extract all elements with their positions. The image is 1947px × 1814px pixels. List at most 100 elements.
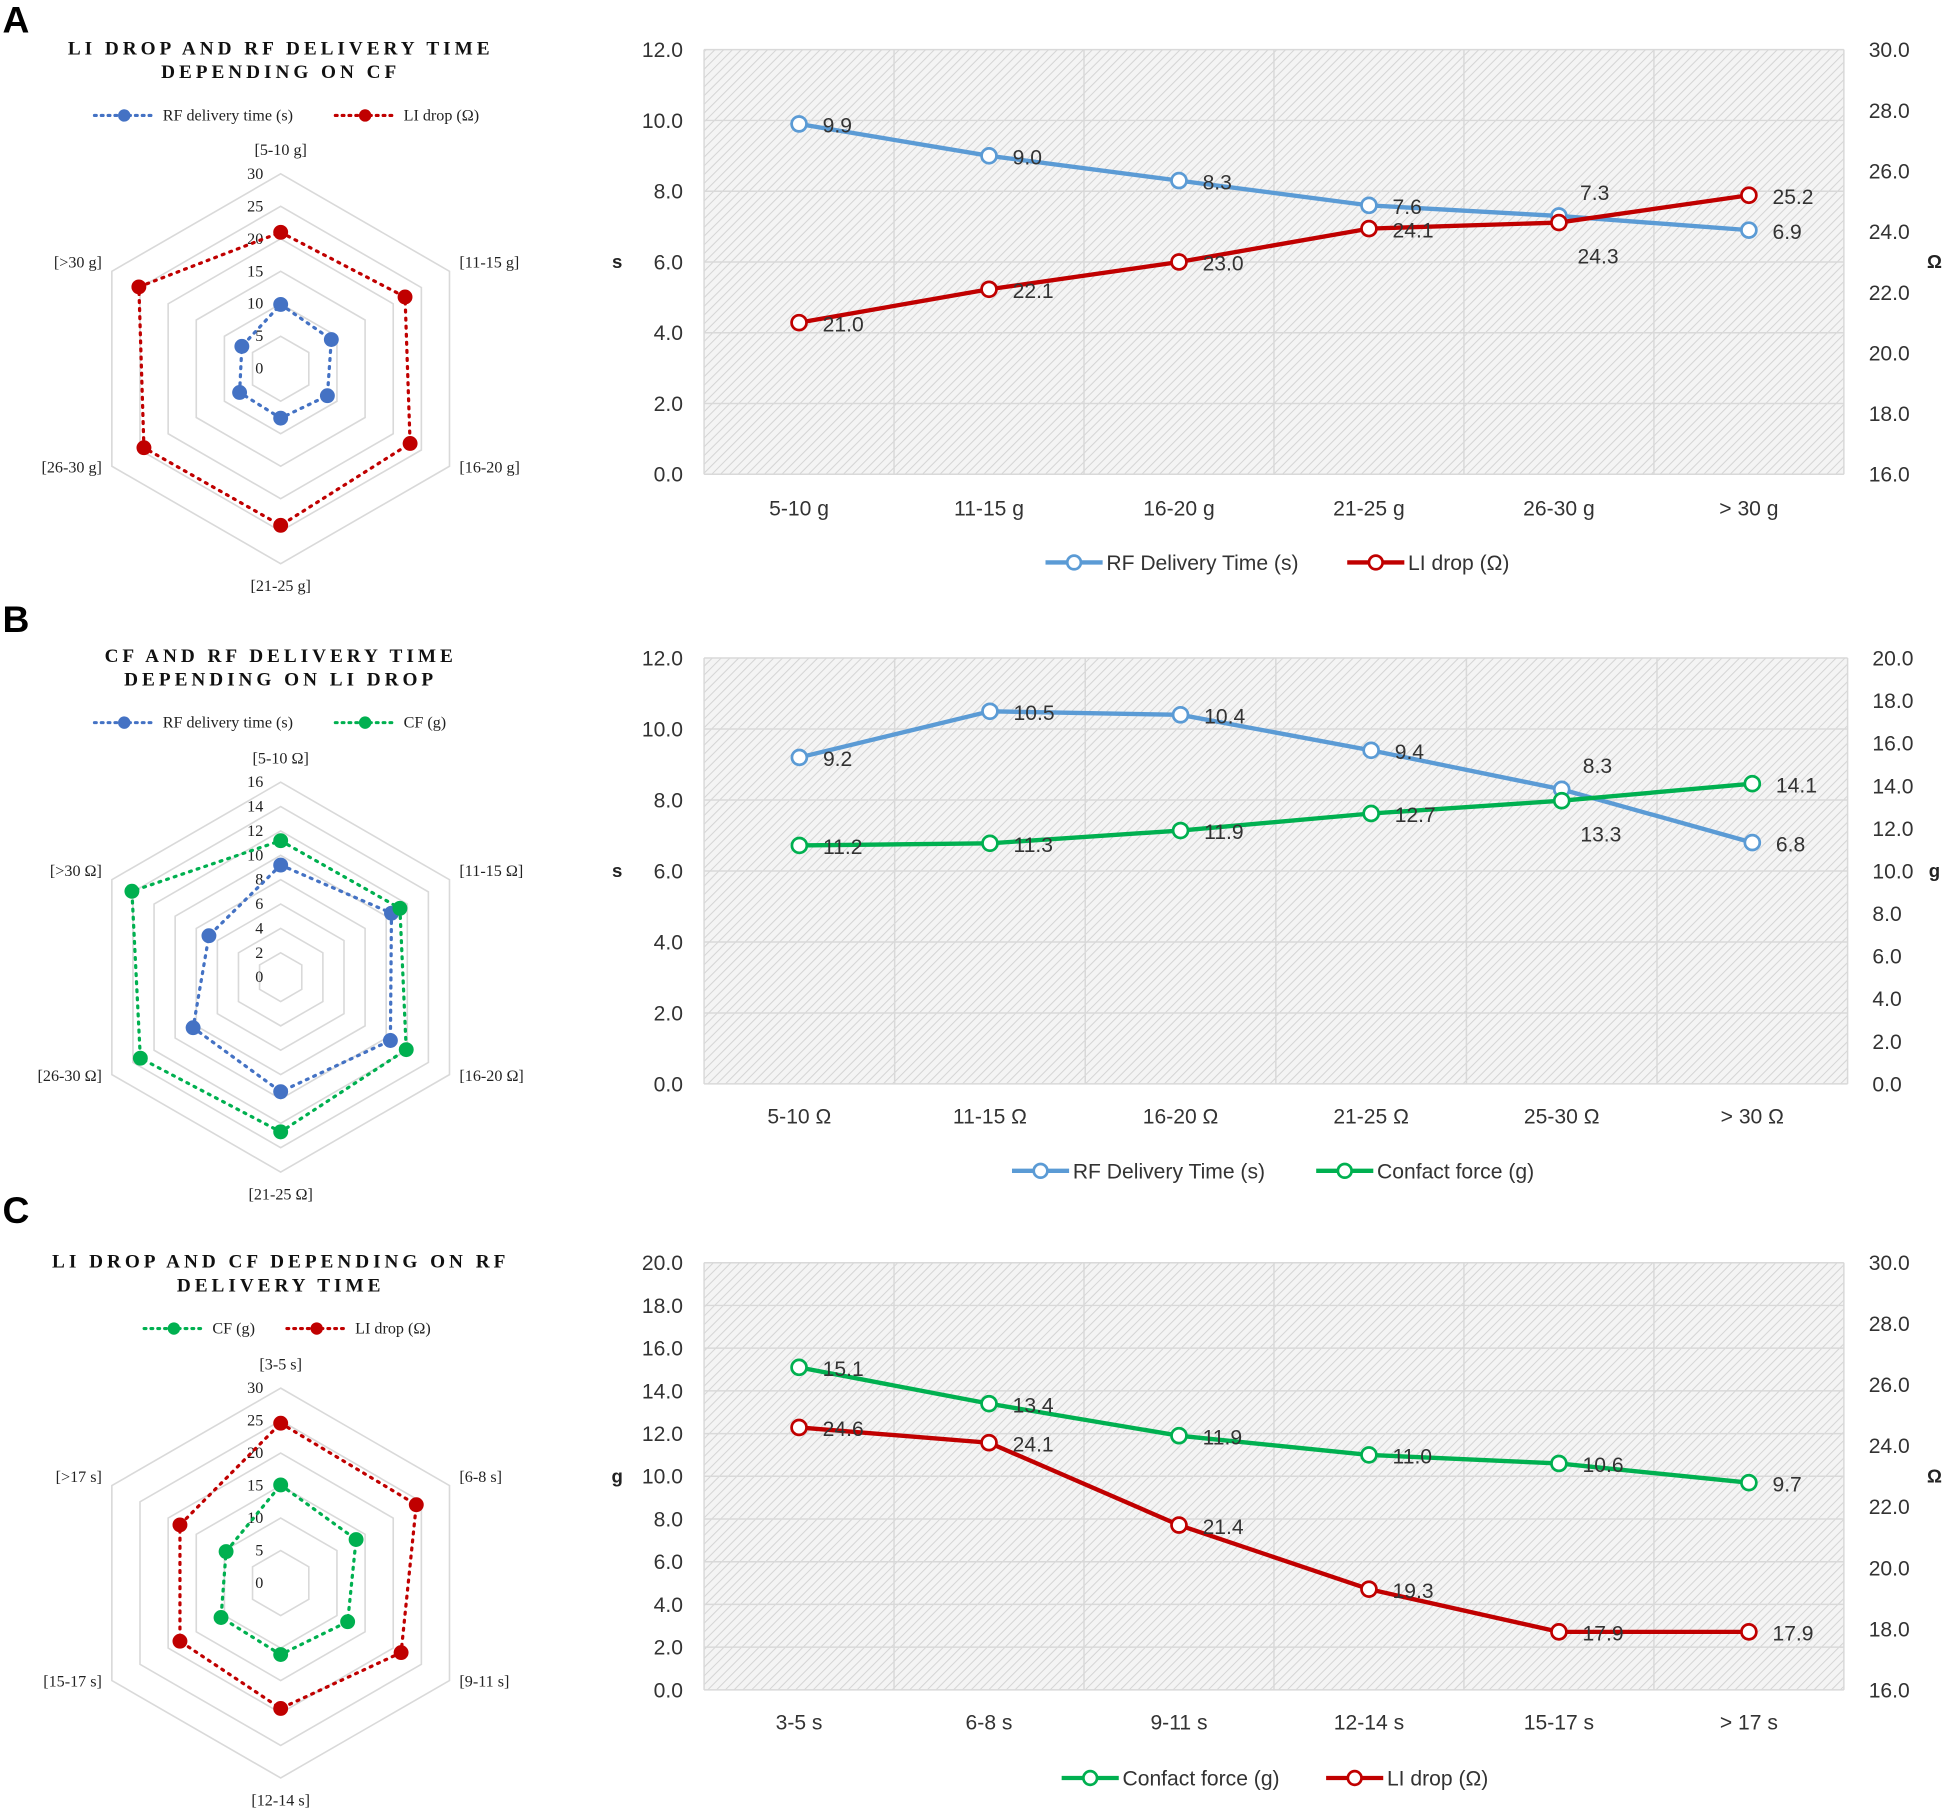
radar-tick-label: 10 — [247, 1510, 263, 1527]
legend-item[interactable]: RF Delivery Time (s) — [1045, 552, 1299, 575]
radar-tick-label: 15 — [247, 1478, 263, 1495]
series-line — [798, 193, 1750, 325]
radar-tick-label: 5 — [255, 1543, 263, 1560]
radar-gridline — [195, 878, 366, 1076]
series-line — [798, 1425, 1749, 1635]
radar-category-label: [6-8 s] — [459, 1469, 502, 1486]
legend-item: RF delivery time (s) — [92, 107, 293, 124]
data-label: 23.0 — [1203, 253, 1244, 276]
radar-point — [273, 833, 289, 849]
data-point — [790, 115, 808, 133]
radar-tick-label: 25 — [247, 1413, 263, 1430]
line-series-2: 21.0 22.1 23.0 24.1 24.3 25.2 — [790, 186, 1814, 336]
left-axis-tick-label: 4.0 — [654, 322, 683, 345]
right-axis-label: g — [1929, 860, 1940, 881]
data-label: 22.1 — [1013, 280, 1054, 303]
legend-marker — [1032, 1162, 1049, 1180]
left-axis-tick-label: 2.0 — [654, 393, 683, 416]
x-axis-tick-label: 21-25 Ω — [1333, 1106, 1409, 1129]
radar-point — [382, 1033, 398, 1048]
right-axis-tick-label: 28.0 — [1869, 100, 1910, 123]
data-label: 11.2 — [823, 836, 863, 859]
radar-series-2 — [172, 1415, 424, 1716]
data-point — [1170, 171, 1188, 190]
data-point — [981, 834, 999, 853]
legend-item[interactable]: LI drop (Ω) — [1347, 552, 1509, 575]
data-label: 9.4 — [1395, 741, 1425, 764]
radar-point — [136, 440, 152, 456]
radar-category-label: [3-5 s] — [259, 1357, 302, 1374]
radar-point — [273, 1084, 289, 1100]
data-point — [1740, 1473, 1758, 1492]
radar-point — [402, 436, 418, 451]
data-label: 17.9 — [1772, 1623, 1813, 1646]
radar-gridline — [251, 1549, 310, 1617]
legend-label: CF (g) — [404, 715, 447, 732]
x-axis-tick-label: 16-20 g — [1143, 497, 1215, 520]
data-point — [1552, 791, 1571, 810]
legend-item[interactable]: Confact force (g) — [1316, 1160, 1534, 1183]
right-axis-tick-label: 22.0 — [1869, 1496, 1910, 1519]
legend-item[interactable]: RF Delivery Time (s) — [1011, 1160, 1265, 1183]
data-point — [1362, 804, 1380, 823]
radar-gridline — [139, 205, 423, 533]
radar-point — [273, 1415, 289, 1431]
line-series-1: 9.2 10.5 10.4 9.4 8.3 6.8 — [790, 702, 1805, 856]
radar-tick-label: 20 — [247, 1445, 263, 1462]
right-axis-tick-label: 30.0 — [1869, 1252, 1910, 1275]
data-label: 8.3 — [1583, 755, 1612, 778]
right-axis-tick-label: 2.0 — [1872, 1031, 1901, 1054]
radar-category-label: [>17 s] — [56, 1469, 102, 1486]
radar-point — [273, 1477, 289, 1493]
radar-gridline — [111, 781, 451, 1174]
series-line — [798, 1365, 1750, 1485]
data-point — [1550, 213, 1568, 232]
radar-series-line — [237, 302, 333, 420]
radar-category-label: [11-15 g] — [459, 255, 519, 272]
data-label: 10.6 — [1583, 1454, 1624, 1477]
data-label: 9.2 — [823, 748, 852, 771]
radar-point — [234, 338, 250, 354]
left-axis-tick-label: 8.0 — [654, 789, 683, 812]
left-axis-tick-label: 0.0 — [654, 464, 683, 487]
x-axis-tick-label: 3-5 s — [776, 1712, 823, 1735]
radar-tick-label: 0 — [255, 361, 263, 378]
legend-label: LI drop (Ω) — [1387, 1767, 1488, 1790]
left-axis-tick-label: 8.0 — [654, 1508, 683, 1531]
left-axis-label: g — [611, 1465, 622, 1486]
x-axis-tick-label: > 17 s — [1720, 1712, 1778, 1735]
data-point — [790, 836, 809, 855]
radar-category-label: [21-25 g] — [250, 578, 310, 595]
radar-tick-label: 6 — [255, 896, 263, 913]
legend-item: RF delivery time (s) — [92, 715, 293, 732]
data-point — [1170, 1516, 1188, 1534]
legend-marker — [1346, 1769, 1363, 1787]
radar-gridline — [174, 854, 387, 1100]
legend-item[interactable]: Confact force (g) — [1061, 1767, 1280, 1790]
radar-category-label: [9-11 s] — [459, 1674, 509, 1691]
panel-letter-b: B — [3, 598, 30, 640]
data-label: 25.2 — [1772, 186, 1813, 209]
radar-series-line — [219, 1482, 358, 1657]
radar-point — [273, 517, 289, 533]
chart-title: LI DROP AND CF DEPENDING ON RF — [52, 1252, 509, 1273]
radar-category-label: [26-30 Ω] — [38, 1068, 102, 1085]
radar-point — [348, 1532, 364, 1547]
legend-marker — [310, 1322, 323, 1335]
radar-category-label: [5-10 g] — [254, 142, 306, 159]
right-axis-tick-label: 16.0 — [1869, 464, 1910, 487]
legend-label: Confact force (g) — [1122, 1767, 1279, 1790]
radar-point — [273, 1647, 289, 1662]
data-label: 7.6 — [1393, 196, 1422, 219]
left-axis-tick-label: 12.0 — [642, 648, 683, 671]
right-axis-tick-label: 16.0 — [1872, 733, 1913, 756]
left-axis-tick-label: 2.0 — [654, 1637, 683, 1660]
data-label: 10.4 — [1204, 706, 1245, 729]
legend-item[interactable]: LI drop (Ω) — [1326, 1767, 1488, 1790]
line-chart-1: 0.0 2.0 4.0 6.0 8.0 10.0 12.0 16.0 18.0 20.0 22.0 2… — [612, 39, 1942, 575]
data-point — [980, 280, 998, 299]
left-axis-label: s — [612, 860, 622, 881]
data-label: 11.9 — [1203, 1426, 1243, 1449]
radar-point — [232, 385, 248, 400]
